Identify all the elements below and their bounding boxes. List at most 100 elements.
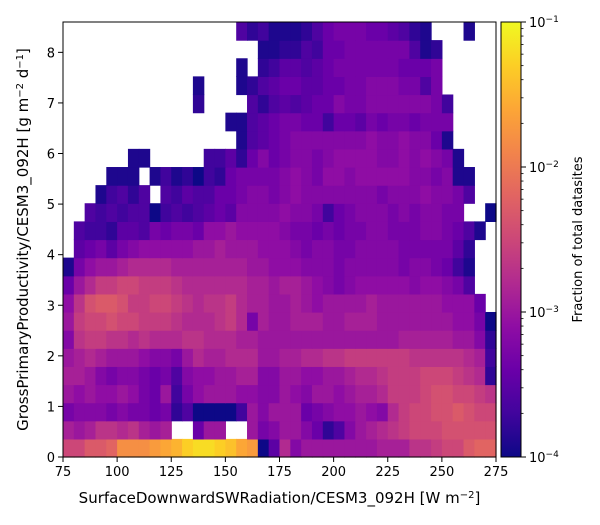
- heatmap-cell: [409, 311, 421, 331]
- heatmap-cell: [171, 384, 183, 404]
- heatmap-cell: [420, 366, 432, 386]
- heatmap-cell: [366, 221, 378, 241]
- heatmap-cell: [452, 420, 465, 440]
- heatmap-cell: [452, 384, 465, 404]
- heatmap-cell: [355, 330, 367, 349]
- y-tick-label: 7: [47, 97, 55, 112]
- heatmap-cell: [236, 257, 248, 277]
- heatmap-cell: [387, 148, 400, 168]
- heatmap-cell: [441, 293, 454, 313]
- heatmap-cell: [192, 420, 205, 440]
- heatmap-cell: [311, 185, 324, 204]
- heatmap-cell: [257, 221, 270, 241]
- heatmap-cell: [431, 130, 443, 150]
- heatmap-cell: [160, 167, 172, 186]
- heatmap-cell: [171, 330, 183, 349]
- heatmap-cell: [290, 330, 302, 349]
- heatmap-cell: [322, 185, 335, 204]
- heatmap-cell: [452, 203, 465, 222]
- x-tick-label: 100: [105, 465, 130, 480]
- heatmap-cell: [301, 94, 313, 114]
- heatmap-cell: [311, 239, 324, 259]
- heatmap-cell: [344, 366, 356, 386]
- heatmap-cells: [63, 22, 497, 458]
- heatmap-cell: [214, 221, 226, 241]
- heatmap-cell: [387, 40, 400, 59]
- heatmap-cell: [192, 94, 205, 114]
- heatmap-cell: [106, 438, 118, 458]
- heatmap-cell: [160, 366, 172, 386]
- heatmap-cell: [160, 221, 172, 241]
- heatmap-cell: [117, 239, 129, 259]
- heatmap-cell: [182, 293, 194, 313]
- heatmap-cell: [322, 76, 335, 96]
- heatmap-cell: [236, 22, 248, 41]
- heatmap-cell: [247, 185, 259, 204]
- colorbar: [500, 21, 522, 458]
- heatmap-cell: [290, 384, 302, 404]
- heatmap-cell: [344, 402, 356, 422]
- heatmap-cell: [463, 420, 475, 440]
- heatmap-cell: [322, 293, 335, 313]
- heatmap-cell: [225, 402, 237, 422]
- heatmap-cell: [127, 402, 140, 422]
- heatmap-cell: [431, 311, 443, 331]
- heatmap-cell: [182, 203, 194, 222]
- heatmap-cell: [322, 22, 335, 41]
- colorbar-tick-label: 10−1: [529, 15, 559, 31]
- heatmap-cell: [63, 330, 75, 349]
- heatmap-cell: [398, 148, 410, 168]
- heatmap-cell: [463, 185, 475, 204]
- heatmap-cell: [485, 366, 497, 386]
- heatmap-cell: [203, 275, 216, 295]
- heatmap-cell: [279, 203, 291, 222]
- heatmap-cell: [236, 76, 248, 96]
- heatmap-cell: [290, 311, 302, 331]
- heatmap-cell: [225, 275, 237, 295]
- heatmap-cell: [95, 348, 107, 367]
- heatmap-cell: [387, 384, 400, 404]
- heatmap-cell: [73, 330, 86, 349]
- heatmap-cell: [225, 167, 237, 186]
- heatmap-cell: [182, 167, 194, 186]
- heatmap-cell: [452, 348, 465, 367]
- heatmap-cell: [366, 185, 378, 204]
- heatmap-cell: [463, 402, 475, 422]
- heatmap-cell: [301, 203, 313, 222]
- heatmap-cell: [431, 185, 443, 204]
- heatmap-cell: [485, 438, 497, 458]
- heatmap-cell: [236, 203, 248, 222]
- heatmap-cell: [376, 275, 389, 295]
- heatmap-cell: [355, 58, 367, 77]
- heatmap-cell: [376, 330, 389, 349]
- heatmap-cell: [355, 76, 367, 96]
- heatmap-cell: [149, 167, 162, 186]
- heatmap-cell: [214, 348, 226, 367]
- heatmap-cell: [279, 257, 291, 277]
- heatmap-cell: [333, 221, 346, 241]
- heatmap-cell: [431, 420, 443, 440]
- heatmap-cell: [106, 185, 118, 204]
- heatmap-cell: [257, 420, 270, 440]
- heatmap-cell: [387, 402, 400, 422]
- heatmap-cell: [257, 203, 270, 222]
- heatmap-cell: [333, 185, 346, 204]
- heatmap-cell: [398, 311, 410, 331]
- heatmap-cell: [452, 185, 465, 204]
- heatmap-cell: [311, 148, 324, 168]
- heatmap-cell: [290, 438, 302, 458]
- heatmap-cell: [171, 239, 183, 259]
- heatmap-cell: [431, 293, 443, 313]
- heatmap-cell: [138, 185, 151, 204]
- heatmap-cell: [236, 348, 248, 367]
- heatmap-cell: [366, 257, 378, 277]
- heatmap-cell: [117, 402, 129, 422]
- heatmap-cell: [409, 330, 421, 349]
- heatmap-cell: [441, 167, 454, 186]
- heatmap-cell: [366, 167, 378, 186]
- heatmap-cell: [420, 293, 432, 313]
- heatmap-cell: [127, 239, 140, 259]
- heatmap-cell: [106, 293, 118, 313]
- heatmap-cell: [463, 330, 475, 349]
- heatmap-cell: [420, 257, 432, 277]
